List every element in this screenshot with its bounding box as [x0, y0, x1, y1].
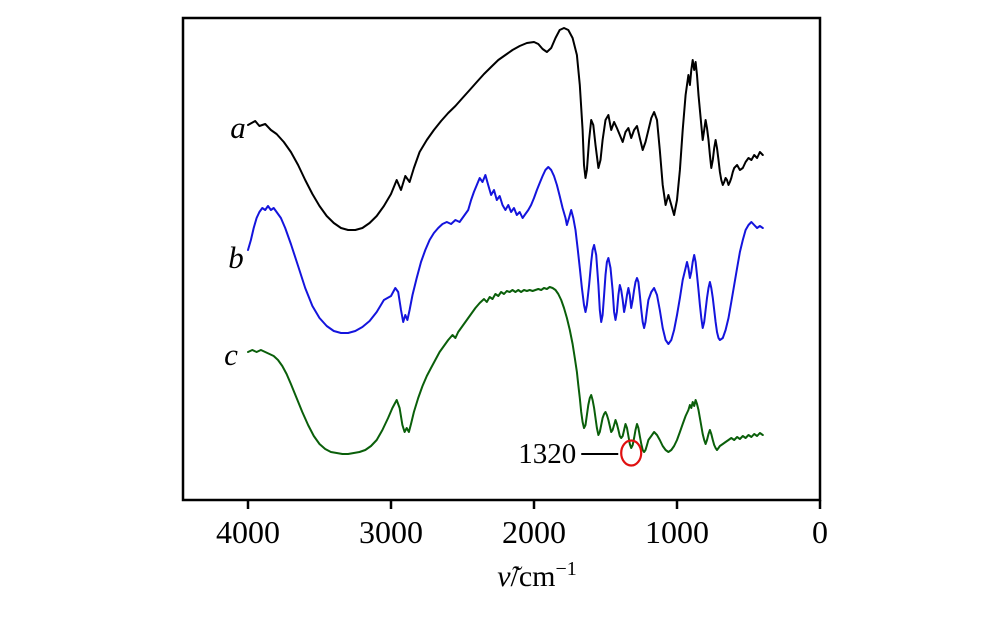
spectra-curves — [247, 27, 764, 455]
annotation-red-circle — [620, 439, 643, 467]
x-axis-label-sup: −1 — [556, 558, 577, 580]
curve-label-b: b — [228, 240, 244, 275]
x-tick-label-4000: 4000 — [216, 514, 280, 550]
spectrum-b — [247, 166, 764, 345]
x-axis-ticks: 4000 3000 2000 1000 0 — [216, 500, 828, 550]
curve-label-a: a — [230, 110, 246, 145]
x-tick-label-3000: 3000 — [359, 514, 423, 550]
x-tick-label-2000: 2000 — [502, 514, 566, 550]
curve-label-c: c — [224, 337, 238, 372]
x-axis-label: ν̃/cm−1 — [497, 558, 577, 593]
spectrum-a — [247, 27, 764, 231]
plot-frame — [181, 16, 822, 502]
x-axis-label-rest: /cm — [511, 560, 556, 593]
spectrum-c — [247, 286, 764, 455]
x-tick-label-1000: 1000 — [645, 514, 709, 550]
x-tick-label-0: 0 — [812, 514, 828, 550]
annotation-1320-label: 1320 — [518, 438, 576, 470]
